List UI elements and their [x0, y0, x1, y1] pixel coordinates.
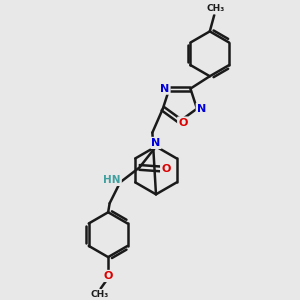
Text: CH₃: CH₃ — [90, 290, 108, 299]
Text: O: O — [103, 271, 113, 281]
Text: O: O — [178, 118, 188, 128]
Text: O: O — [161, 164, 170, 174]
Text: N: N — [160, 84, 170, 94]
Text: N: N — [152, 138, 160, 148]
Text: HN: HN — [103, 175, 121, 185]
Text: N: N — [197, 104, 206, 114]
Text: CH₃: CH₃ — [206, 4, 224, 14]
